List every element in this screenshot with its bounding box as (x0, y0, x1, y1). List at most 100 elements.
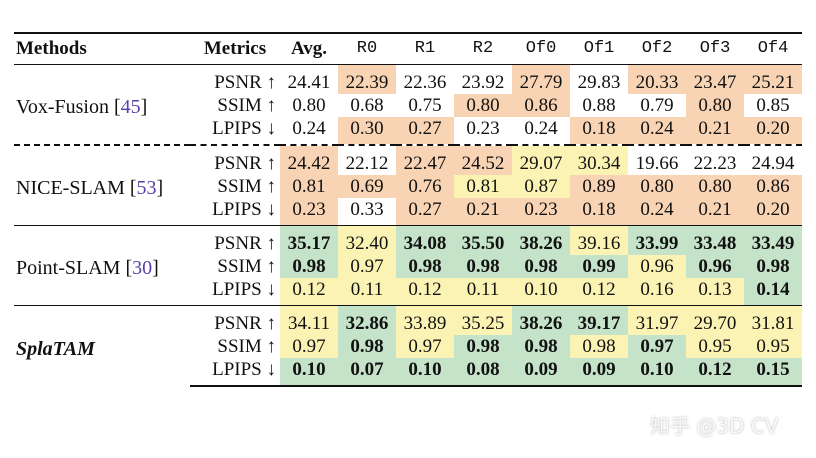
metric-label: SSIM ↑ (217, 256, 276, 277)
value-cell: 20.33 (628, 64, 686, 94)
value-cell: 22.23 (686, 144, 744, 175)
avg-value-cell: 0.80 (292, 95, 326, 116)
citation-link[interactable]: 45 (120, 96, 141, 118)
metric-label: SSIM ↑ (217, 176, 276, 197)
method-name: Vox-Fusion [45] (14, 65, 190, 146)
table-row: NICE-SLAM [53] PSNR ↑ 24.42 22.12 22.47 24.52… (14, 144, 802, 226)
avg-value-cell: 0.10 (280, 358, 338, 387)
method-label: Vox-Fusion [ (16, 96, 121, 118)
table-row: LPIPS ↓ 0.23 0.33 0.27 0.21 0.23 0.18 0.24 0.21 0… (14, 198, 802, 226)
value-cell: 35.25 (454, 305, 512, 335)
value-cell: 23.47 (686, 64, 744, 94)
metric-label: PSNR ↑ (190, 305, 280, 335)
value-cell: 0.15 (744, 358, 802, 387)
value-cell: 32.40 (338, 225, 396, 255)
value-cell: 0.98 (396, 255, 454, 278)
value-cell: 0.85 (756, 95, 790, 116)
avg-value-cell: 24.42 (280, 144, 338, 175)
value-cell: 0.75 (408, 95, 442, 116)
value-cell: 0.23 (466, 118, 500, 139)
avg-value-cell: 24.41 (287, 72, 331, 93)
value-cell: 31.97 (628, 305, 686, 335)
method-label: SplaTAM (16, 337, 95, 360)
metric-label: SSIM ↑ (217, 336, 276, 357)
avg-header: Avg. (280, 32, 338, 65)
scene-header-of4: Of4 (744, 32, 802, 65)
value-cell: 0.98 (570, 335, 628, 358)
method-name: NICE-SLAM [53] (14, 144, 190, 226)
methods-header: Methods (14, 32, 190, 65)
value-cell: 0.69 (338, 175, 396, 198)
citation-link[interactable]: 53 (136, 177, 157, 199)
scene-header-r1: R1 (396, 32, 454, 65)
value-cell: 0.76 (396, 175, 454, 198)
value-cell: 25.21 (744, 64, 802, 94)
table-row: SSIM ↑ 0.81 0.69 0.76 0.81 0.87 0.89 0.80 0.80 0.… (14, 175, 802, 198)
method-name: SplaTAM (14, 305, 190, 386)
value-cell: 0.89 (570, 175, 628, 198)
value-cell: 0.23 (512, 198, 570, 226)
value-cell: 27.79 (512, 64, 570, 94)
metric-label: PSNR ↑ (190, 144, 280, 175)
value-cell: 0.97 (628, 335, 686, 358)
value-cell: 29.07 (512, 144, 570, 175)
value-cell: 0.98 (744, 255, 802, 278)
value-cell: 0.68 (350, 95, 384, 116)
value-cell: 31.81 (744, 305, 802, 335)
value-cell: 0.80 (686, 94, 744, 117)
watermark: 知乎 @3D CV (650, 414, 779, 438)
results-body: Vox-Fusion [45] PSNR ↑ 24.41 22.39 22.36 23.9… (14, 64, 802, 387)
metric-label: SSIM ↑ (217, 95, 276, 116)
value-cell: 34.08 (396, 225, 454, 255)
scene-header-r2: R2 (454, 32, 512, 65)
value-cell: 0.11 (454, 278, 512, 306)
value-cell: 0.98 (338, 335, 396, 358)
value-cell: 0.10 (628, 358, 686, 387)
table-row: Point-SLAM [30] PSNR ↑ 35.17 32.40 34.08 35.5… (14, 225, 802, 306)
value-cell: 0.20 (744, 198, 802, 226)
value-cell: 0.21 (686, 117, 744, 145)
value-cell: 33.48 (686, 225, 744, 255)
method-label: Point-SLAM [ (16, 257, 133, 279)
value-cell: 39.17 (570, 305, 628, 335)
avg-value-cell: 0.12 (280, 278, 338, 306)
table-row: LPIPS ↓ 0.24 0.30 0.27 0.23 0.24 0.18 0.24 0.21 0… (14, 117, 802, 145)
metrics-header: Metrics (190, 32, 280, 65)
value-cell: 0.80 (686, 175, 744, 198)
value-cell: 35.50 (454, 225, 512, 255)
method-label: NICE-SLAM [ (16, 177, 137, 199)
results-table-container: Methods Metrics Avg. R0 R1 R2 Of0 Of1 Of… (14, 32, 802, 387)
table-row: SSIM ↑ 0.97 0.98 0.97 0.98 0.98 0.98 0.97 0.95 0.… (14, 335, 802, 358)
value-cell: 0.98 (512, 335, 570, 358)
value-cell: 0.14 (744, 278, 802, 306)
value-cell: 0.09 (512, 358, 570, 387)
value-cell: 0.79 (640, 95, 674, 116)
table-row: LPIPS ↓ 0.10 0.07 0.10 0.08 0.09 0.09 0.10 0.12 0… (14, 358, 802, 387)
value-cell: 0.98 (454, 335, 512, 358)
value-cell: 0.98 (454, 255, 512, 278)
value-cell: 0.33 (350, 199, 384, 220)
value-cell: 0.88 (582, 95, 616, 116)
value-cell: 0.98 (512, 255, 570, 278)
value-cell: 0.27 (396, 117, 454, 145)
avg-value-cell: 0.23 (280, 198, 338, 226)
value-cell: 23.92 (461, 72, 505, 93)
value-cell: 22.12 (338, 144, 396, 175)
value-cell: 22.47 (396, 144, 454, 175)
value-cell: 0.96 (628, 255, 686, 278)
value-cell: 0.10 (512, 278, 570, 306)
scene-header-of0: Of0 (512, 32, 570, 65)
table-row: SSIM ↑ 0.98 0.97 0.98 0.98 0.98 0.99 0.96 0.96 0.… (14, 255, 802, 278)
value-cell: 0.16 (628, 278, 686, 306)
header-row: Methods Metrics Avg. R0 R1 R2 Of0 Of1 Of… (14, 32, 802, 65)
value-cell: 19.66 (628, 144, 686, 175)
value-cell: 38.26 (512, 225, 570, 255)
value-cell: 0.09 (570, 358, 628, 387)
citation-link[interactable]: 30 (132, 257, 153, 279)
value-cell: 33.99 (628, 225, 686, 255)
value-cell: 0.21 (686, 198, 744, 226)
value-cell: 0.95 (744, 335, 802, 358)
value-cell: 0.11 (338, 278, 396, 306)
table-row: Vox-Fusion [45] PSNR ↑ 24.41 22.39 22.36 23.9… (14, 64, 802, 118)
value-cell: 0.86 (744, 175, 802, 198)
